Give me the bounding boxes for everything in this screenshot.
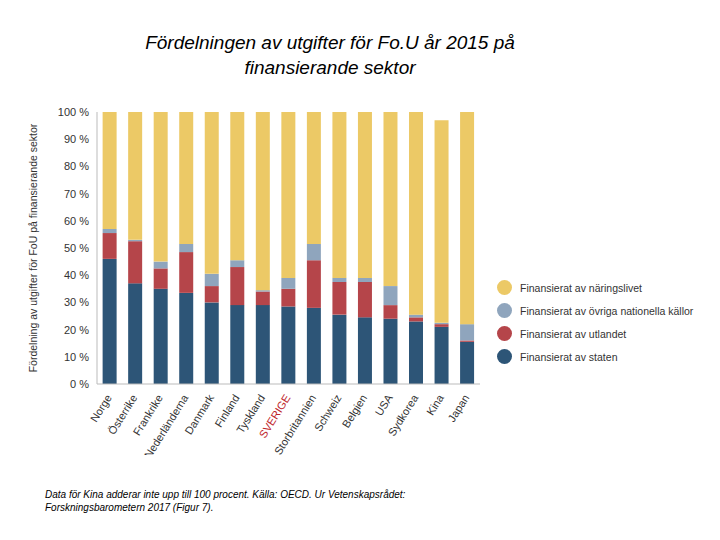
svg-text:USA: USA <box>373 392 396 418</box>
svg-text:Norge: Norge <box>88 392 114 424</box>
svg-text:60 %: 60 % <box>64 215 89 227</box>
html-text:Finansierat av övriga nationel: Finansierat av övriga nationella källor <box>520 304 694 317</box>
svg-text:10 %: 10 % <box>64 351 89 363</box>
svg-text:100 %: 100 % <box>58 106 89 118</box>
svg-text:Kina: Kina <box>424 392 446 418</box>
svg-text:Nederländerna: Nederländerna <box>142 391 191 455</box>
svg-text:70 %: 70 % <box>64 188 89 200</box>
html-text:Data för Kina adderar inte upp: Data för Kina adderar inte upp till 100 … <box>45 489 406 513</box>
svg-text:Fördelning av utgifter för FoU: Fördelning av utgifter för FoU på finans… <box>27 123 39 372</box>
svg-text:Frankrike: Frankrike <box>130 392 165 438</box>
svg-text:Japan: Japan <box>445 392 471 424</box>
svg-text:20 %: 20 % <box>64 324 89 336</box>
svg-text:Schweiz: Schweiz <box>312 392 344 433</box>
html-text:Finansierat av utlandet: Finansierat av utlandet <box>520 327 627 340</box>
svg-text:30 %: 30 % <box>64 296 89 308</box>
svg-text:Tyskland: Tyskland <box>233 392 268 436</box>
html-text:Finansierat av näringslivet: Finansierat av näringslivet <box>520 281 642 294</box>
svg-text:Danmark: Danmark <box>182 392 216 437</box>
svg-text:40 %: 40 % <box>64 269 89 281</box>
svg-text:Belgien: Belgien <box>340 392 370 429</box>
html-text:Fördelningen av utgifter för F: Fördelningen av utgifter för Fo.U år 201… <box>145 32 515 78</box>
svg-text:90 %: 90 % <box>64 133 89 145</box>
svg-text:Sydkorea: Sydkorea <box>386 392 421 439</box>
svg-text:80 %: 80 % <box>64 160 89 172</box>
svg-text:50 %: 50 % <box>64 242 89 254</box>
svg-text:SVERIGE: SVERIGE <box>256 392 293 441</box>
svg-text:Storbritannien: Storbritannien <box>272 392 318 455</box>
svg-text:Finland: Finland <box>212 392 242 430</box>
svg-text:0 %: 0 % <box>70 378 89 390</box>
html-text:Finansierat av staten: Finansierat av staten <box>520 350 618 363</box>
svg-text:Österrike: Österrike <box>105 392 140 437</box>
